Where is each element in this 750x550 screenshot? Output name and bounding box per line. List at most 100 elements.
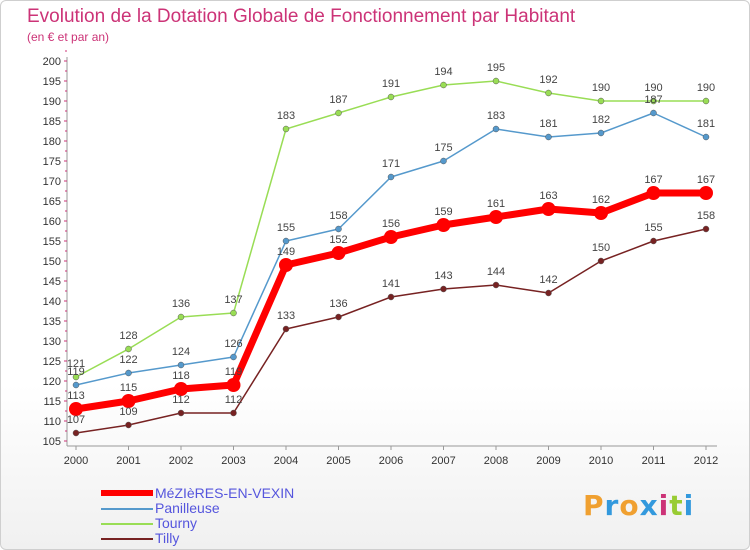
data-label: 181 <box>697 118 715 130</box>
data-point <box>177 361 185 369</box>
data-label: 118 <box>172 370 190 382</box>
data-point <box>125 369 132 377</box>
data-label: 144 <box>487 266 505 278</box>
y-tick-label: 190 <box>43 96 61 108</box>
data-label: 112 <box>172 394 190 406</box>
data-point <box>440 81 447 89</box>
legend-swatch-tourny <box>101 523 153 525</box>
data-point <box>387 173 395 181</box>
legend-label-mezieres: MéZIèRES-EN-VEXIN <box>155 485 295 501</box>
data-point <box>177 313 185 321</box>
data-point <box>72 381 80 389</box>
y-tick-label: 185 <box>43 116 61 128</box>
data-label: 190 <box>592 82 610 94</box>
data-point <box>440 285 447 293</box>
data-label: 143 <box>434 270 452 282</box>
y-tick-label: 195 <box>43 76 61 88</box>
data-point <box>174 382 188 396</box>
data-label: 156 <box>382 218 400 230</box>
data-label: 122 <box>119 354 137 366</box>
data-point <box>650 109 657 117</box>
data-point <box>331 246 346 260</box>
y-tick-label: 145 <box>43 276 61 288</box>
data-point <box>230 409 237 417</box>
data-point <box>646 186 661 200</box>
data-point <box>594 206 608 220</box>
data-label: 119 <box>225 366 243 378</box>
data-label: 183 <box>277 110 295 122</box>
y-tick-label: 115 <box>43 396 61 408</box>
data-point <box>492 125 500 133</box>
y-tick-label: 160 <box>43 216 61 228</box>
data-point <box>489 210 503 224</box>
logo-letter: t <box>669 489 684 522</box>
y-tick-label: 120 <box>43 376 61 388</box>
data-point <box>702 133 710 141</box>
legend-label-tilly: Tilly <box>155 530 180 546</box>
data-label: 112 <box>225 394 243 406</box>
data-point <box>121 394 136 408</box>
x-tick-label: 2008 <box>484 455 508 467</box>
data-label: 182 <box>592 114 610 126</box>
data-point <box>384 230 398 244</box>
y-tick-label: 200 <box>43 56 61 68</box>
chart-subtitle: (en € et par an) <box>27 30 110 44</box>
data-label: 150 <box>592 242 610 254</box>
data-label: 136 <box>329 298 347 310</box>
chart-title: Evolution de la Dotation Globale de Fonc… <box>27 6 576 27</box>
data-point <box>69 402 83 416</box>
data-point <box>387 293 395 301</box>
data-label: 159 <box>434 206 452 218</box>
data-label: 126 <box>224 338 242 350</box>
data-point <box>545 89 552 97</box>
x-tick-label: 2006 <box>379 455 403 467</box>
data-label: 119 <box>67 366 85 378</box>
data-point <box>335 225 342 233</box>
data-label: 128 <box>119 330 137 342</box>
data-point <box>492 281 500 289</box>
data-point <box>702 225 710 233</box>
data-label: 107 <box>67 414 85 426</box>
y-tick-label: 110 <box>43 416 61 428</box>
y-tick-label: 135 <box>43 316 61 328</box>
data-point <box>387 93 395 101</box>
logo-letter: i <box>683 489 695 522</box>
data-point <box>177 409 185 417</box>
data-label: 190 <box>644 82 662 94</box>
logo-letter: i <box>658 489 670 522</box>
data-point <box>125 421 132 429</box>
data-label: 192 <box>539 74 557 86</box>
data-label: 181 <box>539 118 557 130</box>
data-label: 113 <box>67 390 85 402</box>
legend-label-tourny: Tourny <box>155 515 198 531</box>
y-tick-label: 170 <box>43 176 61 188</box>
data-point <box>492 77 500 85</box>
logo-letter: r <box>604 489 620 522</box>
data-label: 191 <box>382 78 400 90</box>
data-point <box>440 157 447 165</box>
data-label: 158 <box>329 210 347 222</box>
y-tick-label: 165 <box>43 196 61 208</box>
y-tick-label: 175 <box>43 156 61 168</box>
data-label: 187 <box>644 94 662 106</box>
data-label: 124 <box>172 346 190 358</box>
data-point <box>335 109 342 117</box>
legend-label-panilleuse: Panilleuse <box>155 500 220 516</box>
data-label: 142 <box>539 274 557 286</box>
data-point <box>699 186 713 200</box>
data-point <box>230 309 237 317</box>
data-label: 195 <box>487 62 505 74</box>
x-tick-label: 2012 <box>694 455 718 467</box>
data-point <box>541 202 556 216</box>
data-label: 141 <box>382 278 400 290</box>
data-label: 167 <box>697 174 715 186</box>
data-label: 137 <box>224 294 242 306</box>
data-point <box>230 353 237 361</box>
data-label: 136 <box>172 298 190 310</box>
x-tick-label: 2007 <box>431 455 455 467</box>
data-label: 190 <box>697 82 715 94</box>
legend-swatch-panilleuse <box>101 508 153 510</box>
data-label: 167 <box>644 174 662 186</box>
data-point <box>545 133 552 141</box>
legend-swatch-tilly <box>101 538 153 540</box>
